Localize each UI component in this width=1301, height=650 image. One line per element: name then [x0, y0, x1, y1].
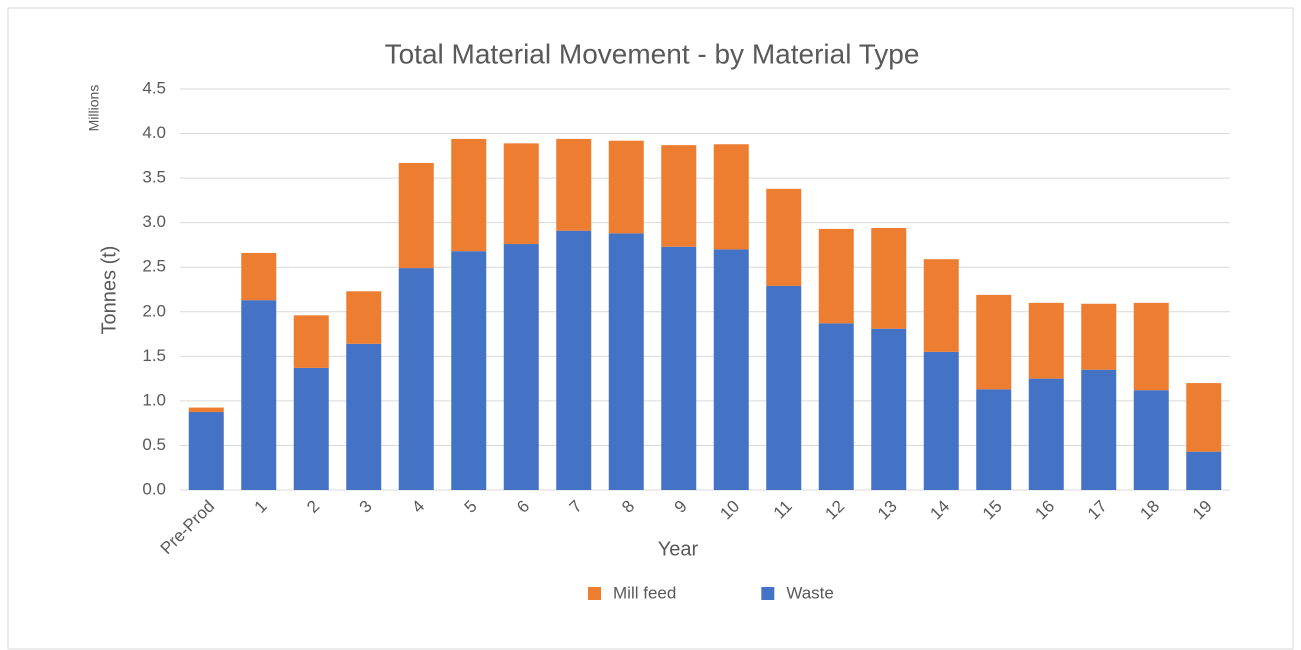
bar-segment — [766, 188, 802, 286]
y-tick-label: 1.5 — [142, 346, 166, 365]
bar-segment — [976, 294, 1012, 390]
bar-segment — [241, 300, 277, 490]
x-axis-label: Year — [658, 538, 699, 560]
bar-segment — [661, 246, 697, 490]
bar-segment — [976, 389, 1012, 490]
bar-segment — [923, 259, 959, 352]
y-tick-label: 3.5 — [142, 168, 166, 187]
bar-segment — [346, 343, 382, 490]
bar-segment — [923, 351, 959, 490]
bar-segment — [818, 323, 854, 490]
bar-segment — [871, 228, 907, 329]
bar-segment — [188, 407, 224, 413]
bar-segment — [713, 144, 749, 250]
bar-segment — [398, 162, 434, 269]
bar-segment — [451, 138, 487, 252]
y-tick-label: 0.0 — [142, 479, 166, 498]
bar-segment — [871, 328, 907, 490]
bar-segment — [293, 315, 329, 368]
bar-segment — [818, 228, 854, 324]
legend-swatch — [761, 587, 775, 600]
bar-segment — [503, 143, 539, 245]
y-unit-label: Millions — [86, 85, 102, 132]
bar-segment — [188, 412, 224, 490]
y-tick-label: 4.5 — [142, 78, 166, 97]
y-axis-label: Tonnes (t) — [98, 246, 120, 335]
bar-segment — [346, 291, 382, 344]
y-tick-label: 2.0 — [142, 301, 166, 320]
bar-segment — [1028, 302, 1064, 379]
bar-segment — [1133, 390, 1169, 490]
bar-segment — [608, 233, 644, 491]
bar-segment — [556, 138, 592, 231]
bar-segment — [713, 249, 749, 490]
bar-segment — [1186, 451, 1222, 490]
y-tick-label: 4.0 — [142, 123, 166, 142]
bar-segment — [451, 251, 487, 490]
bar-segment — [608, 140, 644, 234]
y-tick-label: 3.0 — [142, 212, 166, 231]
bar-segment — [1081, 303, 1117, 370]
bar-segment — [661, 145, 697, 247]
chart-title: Total Material Movement - by Material Ty… — [385, 38, 920, 69]
bar-segment — [1186, 383, 1222, 452]
bar-segment — [556, 230, 592, 491]
y-tick-label: 2.5 — [142, 257, 166, 276]
y-tick-label: 1.0 — [142, 390, 166, 409]
bar-segment — [1028, 378, 1064, 490]
chart-border — [7, 7, 1294, 650]
y-tick-label: 0.5 — [142, 435, 166, 454]
bar-segment — [503, 244, 539, 490]
legend-label: Mill feed — [613, 583, 676, 602]
bar-segment — [1133, 302, 1169, 391]
bar-segment — [766, 285, 802, 490]
bar-segment — [398, 268, 434, 490]
legend-swatch — [588, 587, 601, 600]
bar-segment — [1081, 369, 1117, 490]
legend-label: Waste — [786, 583, 834, 602]
bar-segment — [293, 367, 329, 490]
bar-segment — [241, 252, 277, 301]
